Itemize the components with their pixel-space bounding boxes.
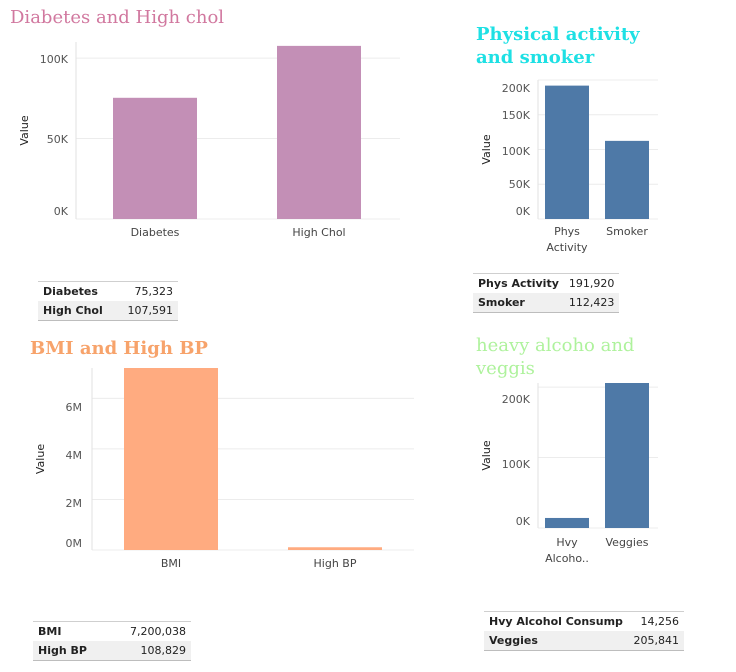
- summary-table-alcohol: Hvy Alcohol Consump 14,256 Veggies 205,841: [484, 611, 684, 651]
- row-label: Diabetes: [43, 285, 98, 298]
- category-label: Veggies: [606, 536, 649, 549]
- y-tick-label: 2M: [66, 497, 83, 510]
- row-value: 205,841: [633, 634, 680, 647]
- bar-bmi: [124, 368, 218, 550]
- category-label: Hvy: [556, 536, 578, 549]
- table-row: High BP 108,829: [33, 641, 191, 661]
- y-tick-label: 50K: [47, 133, 69, 146]
- y-axis-label: Value: [34, 444, 47, 474]
- y-tick-label: 100K: [40, 53, 69, 66]
- y-tick-label: 4M: [66, 449, 83, 462]
- row-label: BMI: [38, 625, 62, 638]
- category-label: Activity: [546, 241, 588, 254]
- category-label: High Chol: [292, 226, 345, 239]
- bar-phys-activity: [545, 85, 589, 219]
- y-tick-label: 0K: [54, 205, 69, 218]
- row-value: 107,591: [127, 304, 174, 317]
- summary-table-bmi: BMI 7,200,038 High BP 108,829: [33, 621, 191, 661]
- table-row: Phys Activity 191,920: [473, 273, 620, 294]
- y-tick-label: 100K: [502, 145, 531, 158]
- y-tick-label: 0M: [66, 537, 83, 550]
- category-label: Diabetes: [131, 226, 180, 239]
- summary-table-physical-activity: Phys Activity 191,920 Smoker 112,423: [473, 273, 620, 313]
- chart-title-diabetes: Diabetes and High chol: [10, 7, 225, 28]
- table-row: Veggies 205,841: [484, 631, 684, 651]
- category-label: BMI: [161, 557, 181, 570]
- y-axis-label: Value: [480, 440, 493, 470]
- summary-table-diabetes: Diabetes 75,323 High Chol 107,591: [38, 281, 178, 321]
- chart-title-bmi: BMI and High BP: [30, 338, 208, 359]
- row-value: 108,829: [140, 644, 187, 657]
- bar-high-bp: [288, 547, 382, 550]
- chart-title-physical-activity: Physical activity and smoker: [476, 24, 640, 68]
- y-tick-label: 100K: [502, 458, 531, 471]
- y-tick-label: 150K: [502, 109, 531, 122]
- y-tick-label: 200K: [502, 82, 531, 95]
- category-label: Alcoho..: [545, 552, 589, 565]
- category-label: Smoker: [606, 225, 648, 238]
- row-label: Hvy Alcohol Consump: [489, 615, 623, 628]
- row-value: 191,920: [568, 277, 615, 290]
- category-label: Phys: [554, 225, 580, 238]
- row-label: Smoker: [478, 296, 525, 309]
- y-axis-label: Value: [18, 115, 31, 145]
- row-value: 14,256: [640, 615, 680, 628]
- table-row: High Chol 107,591: [38, 301, 178, 321]
- table-row: Smoker 112,423: [473, 293, 620, 313]
- y-tick-label: 6M: [66, 401, 83, 414]
- bar-smoker: [605, 140, 649, 219]
- table-row: Diabetes 75,323: [38, 281, 178, 302]
- bar-veggies: [605, 383, 649, 528]
- row-label: Veggies: [489, 634, 538, 647]
- row-label: High Chol: [43, 304, 103, 317]
- y-tick-label: 200K: [502, 393, 531, 406]
- row-value: 112,423: [568, 296, 615, 309]
- y-tick-label: 0K: [516, 515, 531, 528]
- row-value: 75,323: [134, 285, 174, 298]
- bar-diabetes: [113, 97, 197, 219]
- row-label: High BP: [38, 644, 87, 657]
- y-tick-label: 0K: [516, 205, 531, 218]
- chart-title-alcohol: heavy alcoho and veggis: [476, 335, 635, 379]
- y-tick-label: 50K: [509, 178, 531, 191]
- table-row: Hvy Alcohol Consump 14,256: [484, 611, 684, 632]
- table-row: BMI 7,200,038: [33, 621, 191, 642]
- row-value: 7,200,038: [130, 625, 186, 638]
- y-axis-label: Value: [480, 134, 493, 164]
- bar-hvy-alcoho-: [545, 517, 589, 528]
- row-label: Phys Activity: [478, 277, 559, 290]
- bar-high-chol: [277, 45, 361, 220]
- category-label: High BP: [314, 557, 357, 570]
